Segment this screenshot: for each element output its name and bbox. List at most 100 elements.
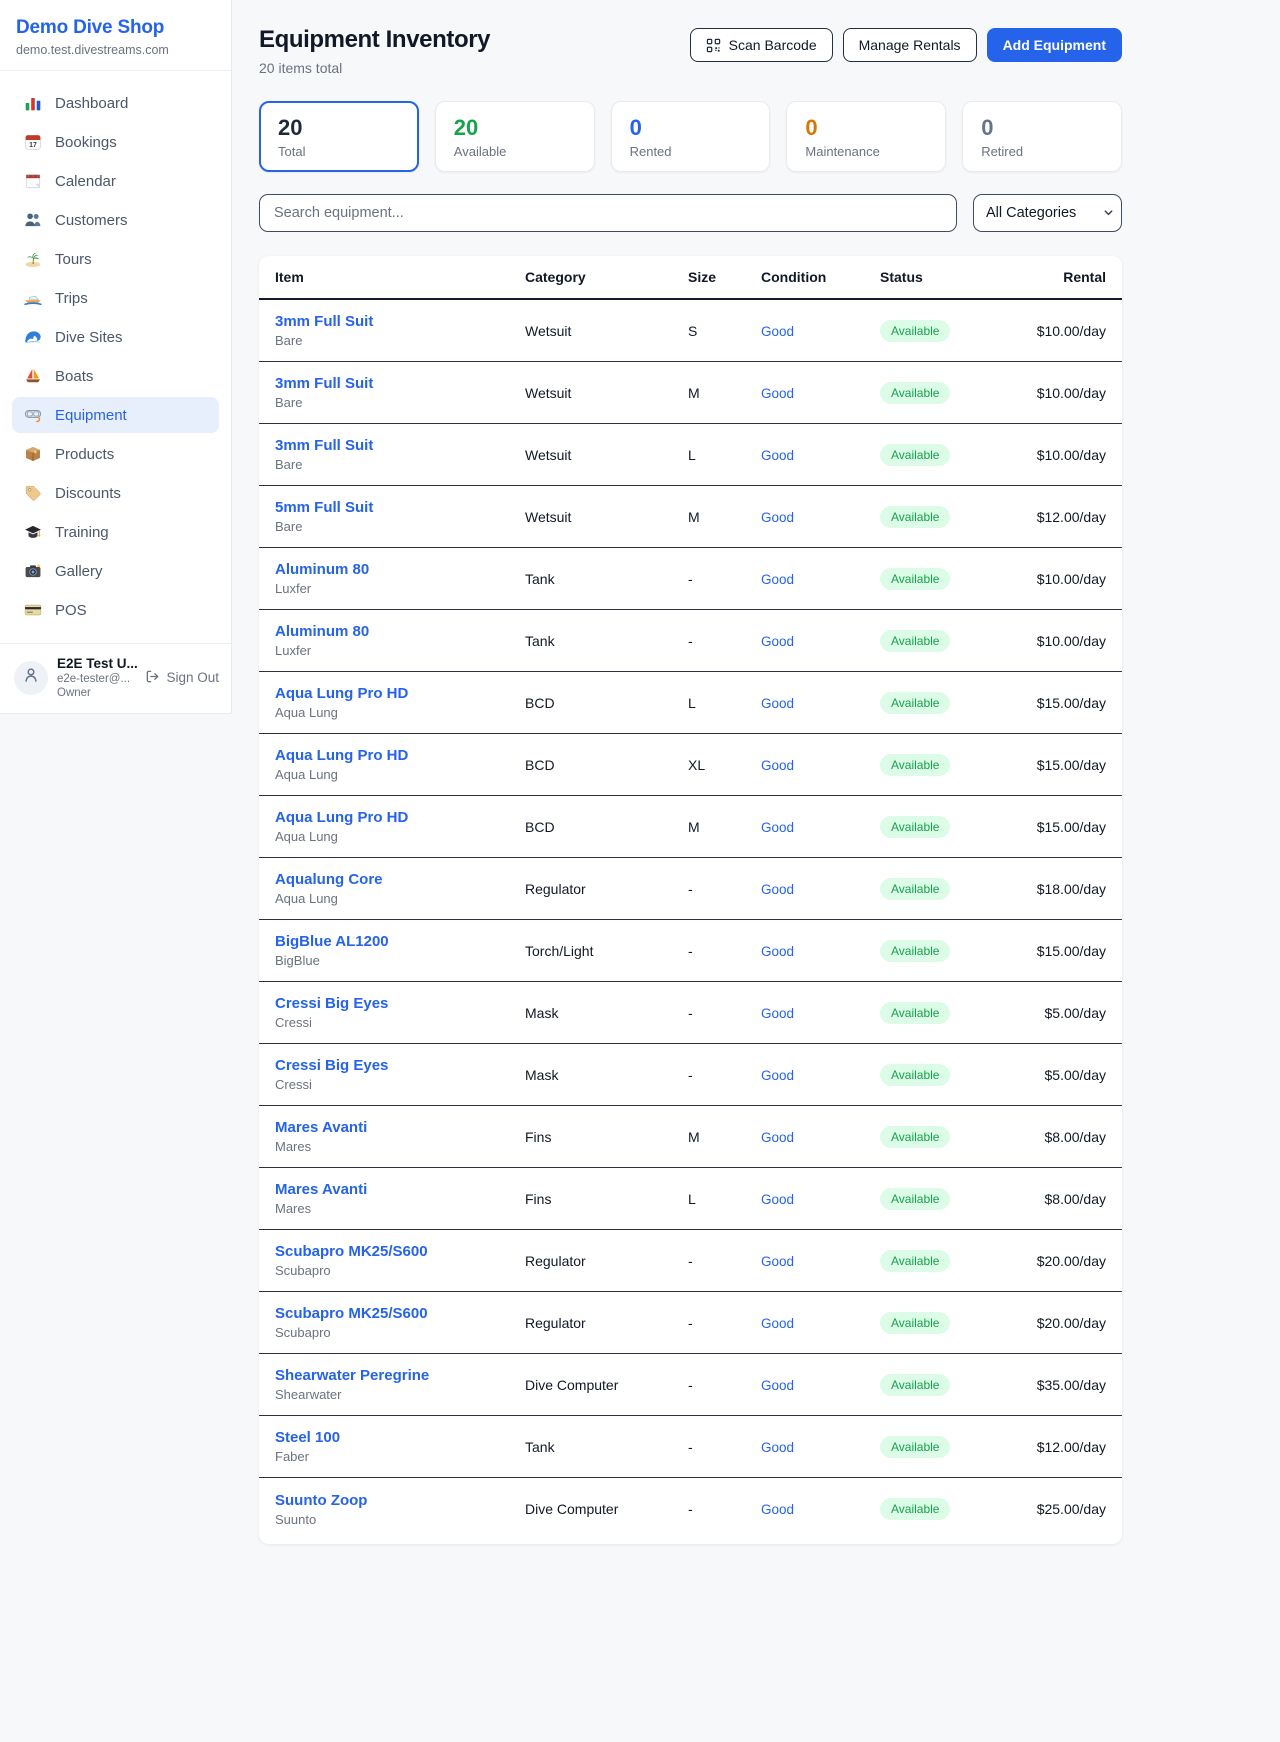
item-size: M [688,1128,700,1145]
status-cell: Available [880,877,1030,900]
item-brand: Mares [275,1139,312,1154]
sidebar-item[interactable]: Tours [12,241,219,277]
condition-link[interactable]: Good [761,695,795,711]
stat-value: 0 [629,115,642,140]
content-wrapper: Equipment Inventory 20 items total [259,26,1122,1544]
condition-link[interactable]: Good [761,1253,795,1269]
stat-card[interactable]: 0 Rented [610,101,771,172]
condition-link[interactable]: Good [761,323,795,339]
item-name-link[interactable]: Cressi Big Eyes [275,1057,389,1074]
condition-cell: Good [761,571,880,587]
condition-link[interactable]: Good [761,819,795,835]
add-equipment-button[interactable]: Add Equipment [986,28,1122,62]
item-category: Fins [525,1190,552,1207]
status-cell: Available [880,753,1030,776]
item-name-link[interactable]: 3mm Full Suit [275,375,374,392]
condition-link[interactable]: Good [761,1005,795,1021]
item-name-link[interactable]: Suunto Zoop [275,1491,368,1509]
condition-link[interactable]: Good [761,943,795,959]
page-title: Equipment Inventory [259,26,491,53]
sidebar-item[interactable]: POS [12,592,219,628]
item-name-link[interactable]: Mares Avanti [275,1119,368,1136]
item-name-link[interactable]: Aqua Lung Pro HD [275,747,409,764]
sidebar-item[interactable]: Dashboard [12,85,219,121]
item-name-link[interactable]: BigBlue AL1200 [275,933,389,950]
item-name-link[interactable]: Cressi Big Eyes [275,995,389,1012]
item-name-link[interactable]: Scubapro MK25/S600 [275,1305,428,1322]
item-cell: Aqua Lung Pro HD Aqua Lung [275,809,525,844]
table-row: Aluminum 80 Luxfer Tank - Good Available [259,610,1122,672]
sidebar-item[interactable]: Dive Sites [12,319,219,355]
sidebar-item[interactable]: Products [12,436,219,472]
sidebar-item-icon [24,328,42,346]
table-row: BigBlue AL1200 BigBlue Torch/Light - Goo… [259,920,1122,982]
item-brand: Suunto [275,1511,317,1527]
item-rental-rate: $15.00/day [1036,694,1106,711]
sidebar-item[interactable]: Discounts [12,475,219,511]
manage-rentals-button[interactable]: Manage Rentals [842,28,977,62]
item-size: - [688,1501,693,1517]
item-size: XL [688,756,706,773]
sidebar-item-label: Calendar [55,172,116,190]
sidebar-item[interactable]: Customers [12,202,219,238]
sidebar-item-icon [24,367,42,385]
item-brand: Cressi [275,1015,312,1030]
sidebar-item[interactable]: 17 Bookings [12,124,219,160]
sign-out-button[interactable]: Sign Out [145,669,219,687]
sidebar-user-section: E2E Test U... e2e-tester@... Owner Sign … [0,643,231,713]
item-name-link[interactable]: Aqua Lung Pro HD [275,685,409,702]
item-size: - [688,1376,693,1393]
condition-link[interactable]: Good [761,1067,795,1083]
sidebar-item[interactable]: Gallery [12,553,219,589]
condition-link[interactable]: Good [761,1502,795,1517]
status-cell: Available [880,1187,1030,1210]
item-name-link[interactable]: Aqua Lung Pro HD [275,809,409,826]
condition-link[interactable]: Good [761,571,795,587]
table-row: Steel 100 Faber Tank - Good Available [259,1416,1122,1478]
item-name-link[interactable]: Aluminum 80 [275,623,370,640]
condition-link[interactable]: Good [761,633,795,649]
condition-link[interactable]: Good [761,1439,795,1455]
condition-link[interactable]: Good [761,757,795,773]
item-name-link[interactable]: 3mm Full Suit [275,437,374,454]
item-rental-rate: $15.00/day [1036,942,1106,959]
stat-card[interactable]: 20 Available [434,101,595,172]
item-cell: Cressi Big Eyes Cressi [275,995,525,1030]
item-name-link[interactable]: Aluminum 80 [275,561,370,578]
item-name-link[interactable]: 3mm Full Suit [275,313,374,330]
sidebar-item[interactable]: Equipment [12,397,219,433]
item-cell: 3mm Full Suit Bare [275,437,525,472]
condition-link[interactable]: Good [761,1315,795,1331]
condition-link[interactable]: Good [761,881,795,897]
item-rental-rate: $15.00/day [1036,818,1106,835]
item-name-link[interactable]: Aqualung Core [275,871,383,888]
condition-link[interactable]: Good [761,1191,795,1207]
shop-name-link[interactable]: Demo Dive Shop [16,17,165,38]
stat-card[interactable]: 20 Total [259,101,419,172]
item-rental-rate: $20.00/day [1036,1314,1106,1331]
item-name-link[interactable]: Steel 100 [275,1429,341,1446]
sidebar-item[interactable]: Trips [12,280,219,316]
search-input[interactable] [259,194,957,232]
item-category: Fins [525,1128,552,1145]
condition-link[interactable]: Good [761,447,795,463]
item-name-link[interactable]: Shearwater Peregrine [275,1367,430,1384]
item-name-link[interactable]: Mares Avanti [275,1181,368,1198]
stat-card[interactable]: 0 Retired [962,101,1122,172]
sidebar-item[interactable]: Boats [12,358,219,394]
item-size: - [688,942,693,959]
avatar [14,660,48,695]
condition-link[interactable]: Good [761,1129,795,1145]
scan-barcode-button[interactable]: Scan Barcode [689,28,833,62]
sidebar-item[interactable]: Training [12,514,219,550]
item-name-link[interactable]: 5mm Full Suit [275,499,374,516]
sidebar-item-icon [24,94,42,112]
item-name-link[interactable]: Scubapro MK25/S600 [275,1243,428,1260]
stat-value: 0 [981,115,994,140]
stat-card[interactable]: 0 Maintenance [786,101,947,172]
sidebar-item[interactable]: Calendar [12,163,219,199]
condition-link[interactable]: Good [761,385,795,401]
condition-link[interactable]: Good [761,1377,795,1393]
condition-link[interactable]: Good [761,509,795,525]
category-select[interactable]: All Categories [973,194,1122,232]
